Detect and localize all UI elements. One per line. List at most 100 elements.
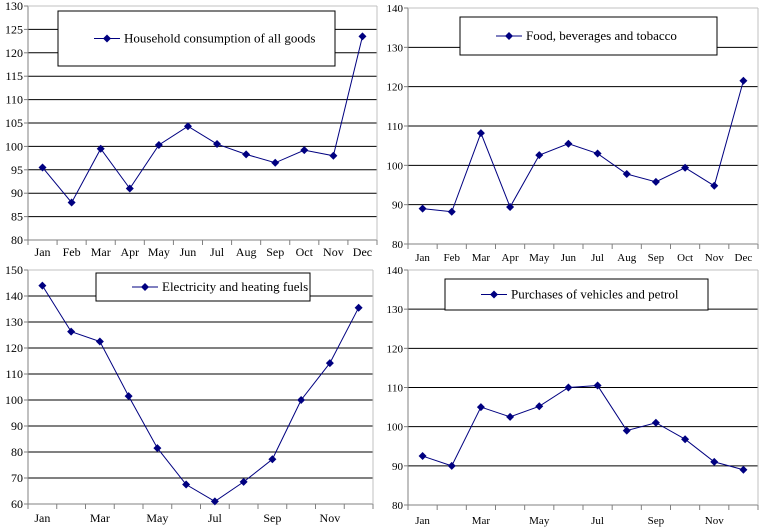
x-tick-label: Sep — [263, 511, 281, 525]
x-tick-label: Nov — [705, 252, 724, 264]
chart-2: 80 90 100 110 120 130 140 Jan Feb Mar Apr May Jun Jul… — [387, 3, 759, 264]
chart-3: 60 70 80 90 100 110 120 130 140 150 Jan Mar May Jul Se… — [5, 263, 374, 525]
data-point — [476, 129, 485, 138]
legend-marker — [103, 34, 111, 43]
chart-1: 80 85 90 95 100 105 110 115 120 125 130 Jan Feb Mar Ap… — [5, 0, 378, 259]
data-point — [739, 76, 748, 85]
data-point — [358, 32, 367, 41]
y-tick-label: 90 — [11, 419, 23, 433]
x-tick-label: Jul — [208, 511, 223, 525]
y-tick-label: 130 — [387, 42, 404, 54]
data-point — [476, 403, 485, 412]
x-tick-label: May — [146, 511, 168, 525]
x-tick-label: Mar — [90, 511, 110, 525]
data-point — [271, 158, 280, 167]
y-tick-label: 90 — [392, 200, 404, 212]
data-point — [447, 461, 456, 470]
data-point — [95, 337, 104, 346]
data-point — [535, 402, 544, 411]
x-tick-label: Nov — [320, 511, 341, 525]
x-tick-label: Apr — [120, 245, 139, 259]
y-tick-label: 110 — [387, 121, 404, 133]
x-tick-label: Apr — [502, 252, 519, 264]
legend: Household consumption of all goods — [57, 10, 336, 67]
x-tick-label: Oct — [677, 252, 693, 264]
y-tick-label: 120 — [387, 343, 404, 355]
legend-marker — [141, 283, 149, 291]
data-point — [96, 144, 105, 153]
data-point — [239, 477, 248, 486]
x-tick-label: Nov — [705, 515, 724, 527]
data-point — [210, 497, 219, 506]
data-point — [183, 122, 192, 131]
x-tick-label: Feb — [63, 245, 81, 259]
x-tick-label: Nov — [323, 245, 344, 259]
data-point — [38, 163, 47, 172]
y-tick-label: 90 — [392, 461, 404, 473]
data-point — [564, 383, 573, 392]
y-tick-label: 110 — [387, 383, 404, 395]
data-point — [739, 465, 748, 474]
y-tick-label: 80 — [392, 239, 404, 251]
y-tick-label: 60 — [11, 497, 23, 511]
x-tick-label: Feb — [444, 252, 461, 264]
data-point — [622, 169, 631, 178]
data-point — [710, 181, 719, 190]
x-tick-label: Aug — [236, 245, 257, 259]
y-tick-label: 140 — [387, 265, 404, 277]
legend-label: Food, beverages and tobacco — [526, 28, 677, 43]
y-tick-label: 105 — [5, 116, 23, 130]
legend: Food, beverages and tobacco — [459, 16, 718, 56]
y-tick-label: 100 — [387, 160, 404, 172]
legend-marker — [505, 32, 513, 40]
data-point — [125, 184, 134, 193]
x-tick-label: May — [148, 245, 170, 259]
x-tick-label: Mar — [472, 515, 491, 527]
x-tick-label: Aug — [617, 252, 636, 264]
x-tick-label: Mar — [91, 245, 111, 259]
data-point — [297, 396, 306, 404]
x-tick-label: Sep — [648, 515, 665, 527]
data-point — [268, 455, 277, 464]
y-tick-label: 100 — [5, 393, 23, 407]
y-tick-label: 115 — [5, 69, 23, 83]
y-tick-label: 110 — [5, 93, 23, 107]
data-point — [651, 418, 660, 427]
data-point — [67, 327, 76, 336]
data-point — [418, 204, 427, 213]
legend: Electricity and heating fuels — [95, 272, 311, 302]
data-point — [38, 281, 47, 290]
x-tick-label: Sep — [648, 252, 665, 264]
y-tick-label: 130 — [5, 315, 23, 329]
data-point — [506, 412, 515, 421]
legend-box — [95, 272, 311, 302]
data-point — [681, 435, 690, 444]
y-tick-label: 95 — [11, 163, 23, 177]
data-point — [447, 207, 456, 216]
data-point — [535, 151, 544, 160]
data-point — [651, 177, 660, 186]
y-tick-label: 150 — [5, 263, 23, 277]
data-point — [593, 149, 602, 158]
legend-label: Electricity and heating fuels — [162, 279, 308, 294]
x-tick-label: Mar — [472, 252, 491, 264]
y-tick-label: 140 — [387, 3, 404, 15]
series-line — [41, 285, 360, 502]
y-tick-label: 80 — [392, 500, 404, 512]
data-point — [242, 150, 251, 159]
x-tick-label: Jan — [415, 515, 430, 527]
data-point — [593, 381, 602, 390]
data-point — [300, 146, 309, 155]
y-tick-label: 85 — [11, 210, 23, 224]
series-line — [422, 385, 744, 471]
data-point — [329, 151, 338, 160]
legend-marker — [490, 290, 498, 299]
data-point — [354, 303, 363, 312]
series-line — [422, 80, 744, 213]
y-tick-label: 130 — [387, 304, 404, 316]
y-tick-label: 110 — [5, 367, 23, 381]
chart-4: 80 90 100 110 120 130 140 Jan Mar May Jul Sep Nov Pur… — [387, 265, 759, 527]
y-tick-label: 140 — [5, 289, 23, 303]
y-tick-label: 90 — [11, 186, 23, 200]
